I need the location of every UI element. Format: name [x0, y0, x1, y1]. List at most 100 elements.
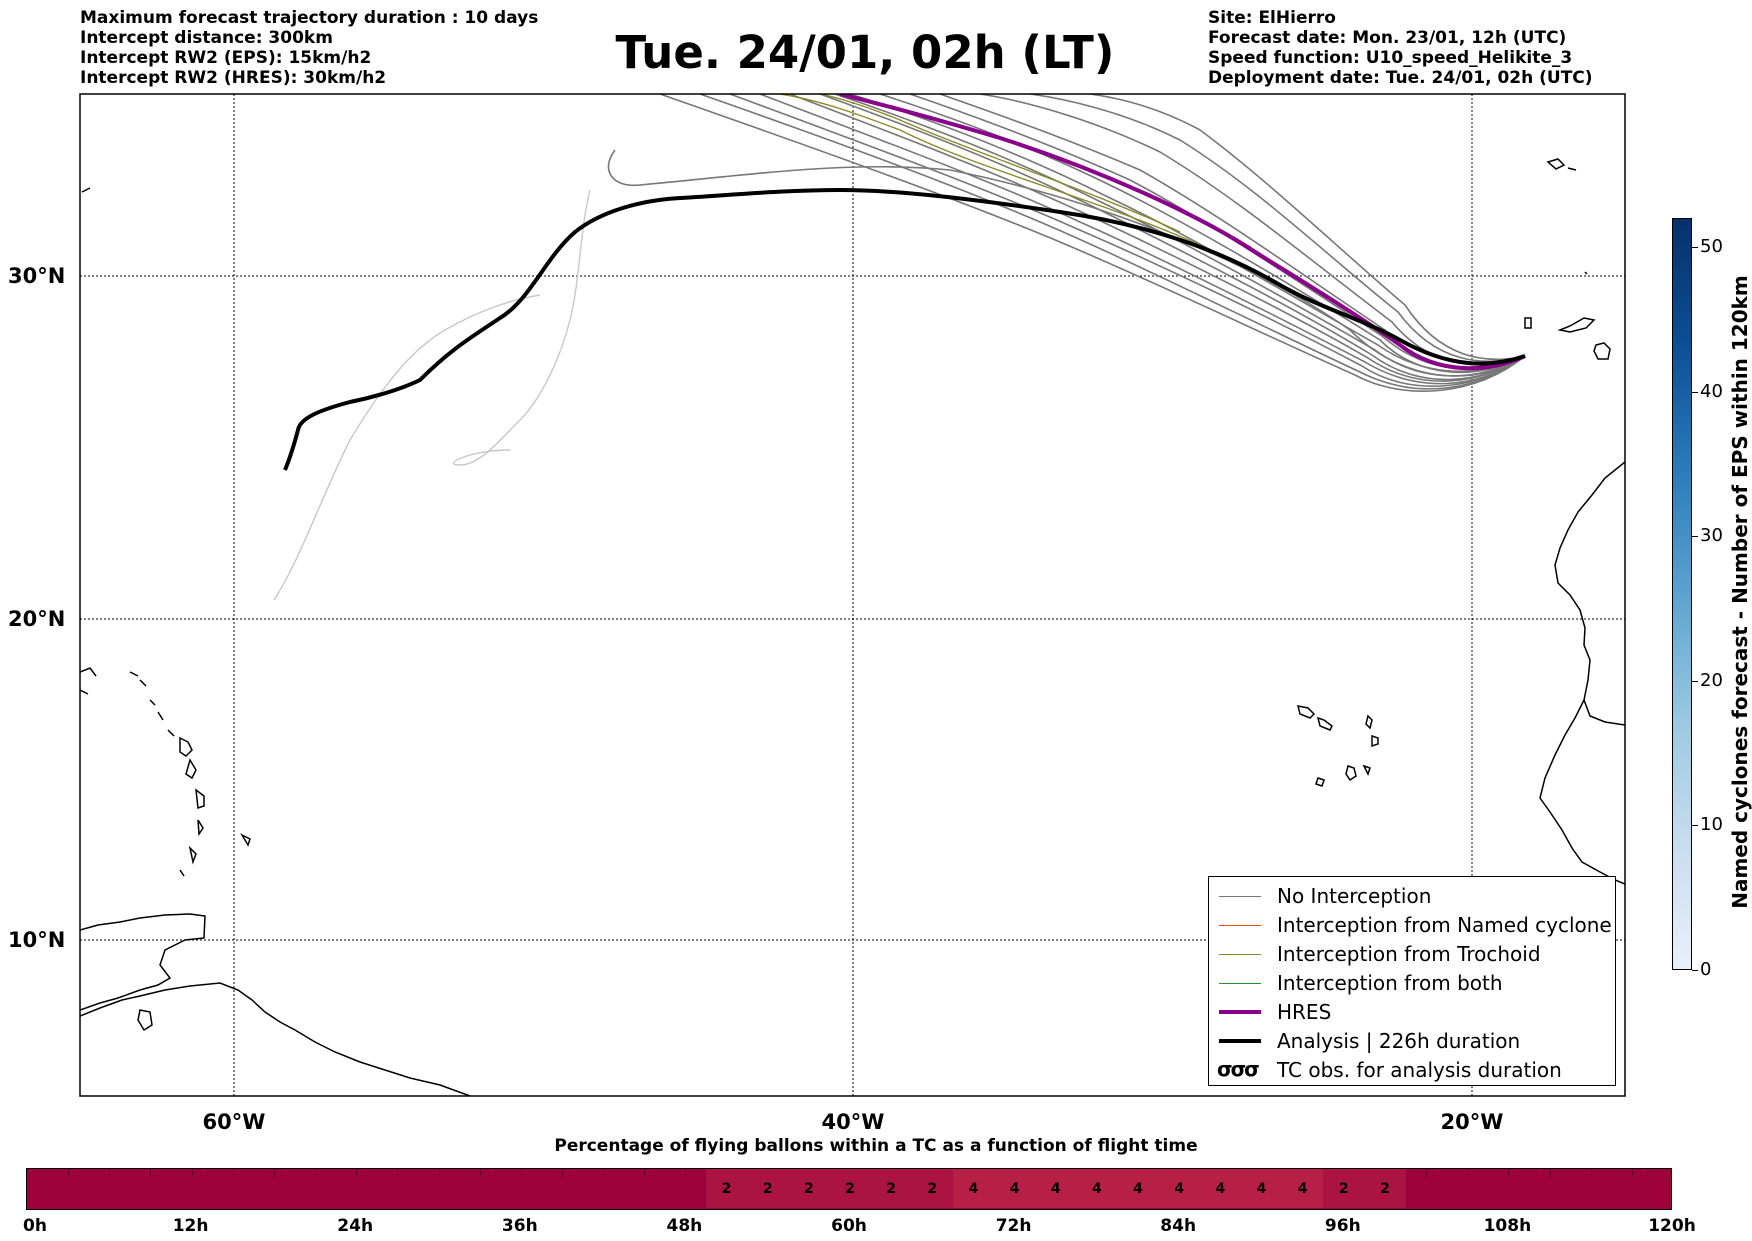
- eps-trajectories: [607, 94, 1526, 392]
- legend-label: No Interception: [1277, 883, 1432, 908]
- info-intercept-hres: Intercept RW2 (HRES): 30km/h2: [80, 68, 387, 88]
- colorbar-tick-label: 40: [1700, 380, 1723, 402]
- eps-trajectory: [789, 94, 1526, 382]
- timeline-title: Percentage of flying ballons within a TC…: [554, 1136, 1198, 1156]
- timeline-tick-label: 48h: [666, 1216, 703, 1236]
- legend-label: Interception from Trochoid: [1277, 941, 1541, 966]
- legend-swatch: σσσ: [1217, 1057, 1263, 1081]
- coastlines: [80, 158, 1625, 1096]
- timeline-gridline: [561, 1169, 563, 1177]
- eps-trajectory: [1089, 94, 1526, 361]
- legend-item-trochoid: Interception from Trochoid: [1217, 939, 1607, 968]
- legend-swatch: [1217, 973, 1263, 993]
- colorbar-tick-mark: [1692, 391, 1698, 393]
- timeline-gridline: [1549, 1169, 1551, 1177]
- legend-swatch: [1217, 944, 1263, 964]
- timeline-tick-label: 60h: [831, 1216, 867, 1236]
- trochoid-trajectory: [819, 94, 1181, 233]
- eps-trajectory: [699, 94, 1526, 390]
- timeline-cell: 4: [1158, 1169, 1200, 1208]
- timeline-gridline: [150, 1169, 152, 1177]
- coastline-canary-islands: [1524, 158, 1611, 360]
- eps-trajectory: [979, 94, 1526, 366]
- colorbar-tick-mark: [1692, 680, 1698, 682]
- legend-swatch: [1217, 915, 1263, 935]
- light-trajectory: [273, 294, 541, 601]
- legend-label: Interception from Named cyclone: [1277, 912, 1612, 937]
- timeline-gridline: [644, 1169, 646, 1177]
- timeline-gridline: [1426, 1169, 1428, 1177]
- timeline-gridline: [1467, 1169, 1469, 1177]
- timeline-gridline: [479, 1169, 481, 1177]
- eps-trajectory: [939, 94, 1526, 368]
- timeline-cell: 4: [1199, 1169, 1241, 1208]
- timeline-cell: 4: [1240, 1169, 1283, 1208]
- info-speed-function: Speed function: U10_speed_Helikite_3: [1208, 48, 1573, 68]
- eps-trajectory: [879, 94, 1526, 374]
- timeline-gridline: [685, 1169, 687, 1177]
- colorbar-tick-mark: [1692, 970, 1698, 971]
- timeline-cell: 2: [705, 1169, 748, 1208]
- eps-trajectory: [759, 94, 1526, 385]
- timeline-gridline: [1631, 1169, 1633, 1177]
- lon-label-60w: 60°W: [202, 1110, 266, 1134]
- timeline-gridline: [109, 1169, 111, 1177]
- timeline-cell: 4: [994, 1169, 1036, 1208]
- timeline-gridline: [1590, 1169, 1592, 1177]
- info-max-duration: Maximum forecast trajectory duration : 1…: [80, 8, 539, 28]
- coastline-africa: [1539, 461, 1625, 885]
- lat-label-20: 20°N: [8, 607, 66, 631]
- legend-label: Interception from both: [1277, 970, 1503, 995]
- timeline-cell: 2: [1323, 1169, 1365, 1208]
- legend-item-tc-obs: σσσ TC obs. for analysis duration: [1217, 1055, 1607, 1084]
- timeline-tick-label: 72h: [995, 1216, 1032, 1236]
- timeline-tick-label: 0h: [23, 1216, 47, 1236]
- coastline-south-america: [80, 982, 471, 1096]
- info-deployment-date: Deployment date: Tue. 24/01, 02h (UTC): [1208, 68, 1593, 88]
- lon-label-20w: 20°W: [1440, 1110, 1504, 1134]
- timeline-gridline: [1508, 1169, 1510, 1177]
- map-gridlines: [80, 94, 1625, 1096]
- colorbar-tick-mark: [1692, 246, 1698, 248]
- eps-trajectory: [729, 94, 1526, 388]
- timeline-cell: 4: [1035, 1169, 1077, 1208]
- coastline-caribbean: [80, 913, 206, 1011]
- legend-item-hres: HRES: [1217, 997, 1607, 1026]
- timeline-tick-label: 36h: [501, 1216, 538, 1236]
- timeline-gridline: [356, 1169, 358, 1177]
- info-intercept-distance: Intercept distance: 300km: [80, 28, 333, 48]
- legend-label: TC obs. for analysis duration: [1277, 1057, 1562, 1082]
- map-legend: No Interception Interception from Named …: [1208, 876, 1616, 1086]
- lon-label-40w: 40°W: [821, 1110, 885, 1134]
- legend-item-analysis: Analysis | 226h duration: [1217, 1026, 1607, 1055]
- colorbar-tick-label: 0: [1700, 959, 1712, 980]
- timeline-gridline: [191, 1169, 193, 1177]
- timeline-tick-label: 120h: [1648, 1216, 1696, 1236]
- timeline-cell: 2: [829, 1169, 871, 1208]
- timeline-cell: 2: [870, 1169, 912, 1208]
- page-title: Tue. 24/01, 02h (LT): [615, 26, 1115, 79]
- legend-label: HRES: [1277, 999, 1332, 1024]
- eps-trajectory: [1029, 94, 1526, 363]
- legend-item-named-cyclone: Interception from Named cyclone: [1217, 910, 1612, 939]
- colorbar-tick-label: 30: [1700, 525, 1723, 547]
- timeline-gridline: [68, 1169, 70, 1177]
- timeline-gridline: [397, 1169, 399, 1177]
- legend-item-no-interception: No Interception: [1217, 881, 1607, 910]
- timeline-tick-label: 84h: [1160, 1216, 1197, 1236]
- colorbar-tick-label: 50: [1700, 235, 1723, 257]
- legend-label: Analysis | 226h duration: [1277, 1028, 1521, 1053]
- coastline-lesser-antilles: [129, 671, 251, 877]
- legend-swatch: [1217, 1002, 1263, 1022]
- lat-label-30: 30°N: [8, 264, 66, 288]
- timeline-cell: 2: [747, 1169, 789, 1208]
- timeline-cell: 4: [1076, 1169, 1118, 1208]
- info-forecast-date: Forecast date: Mon. 23/01, 12h (UTC): [1208, 28, 1567, 48]
- eps-trajectory: [659, 94, 1526, 392]
- timeline-gridline: [232, 1169, 234, 1177]
- light-trajectories: [273, 189, 591, 601]
- colorbar-tick-label: 10: [1700, 814, 1723, 836]
- timeline-cell: 2: [788, 1169, 830, 1208]
- timeline-gridline: [520, 1169, 522, 1177]
